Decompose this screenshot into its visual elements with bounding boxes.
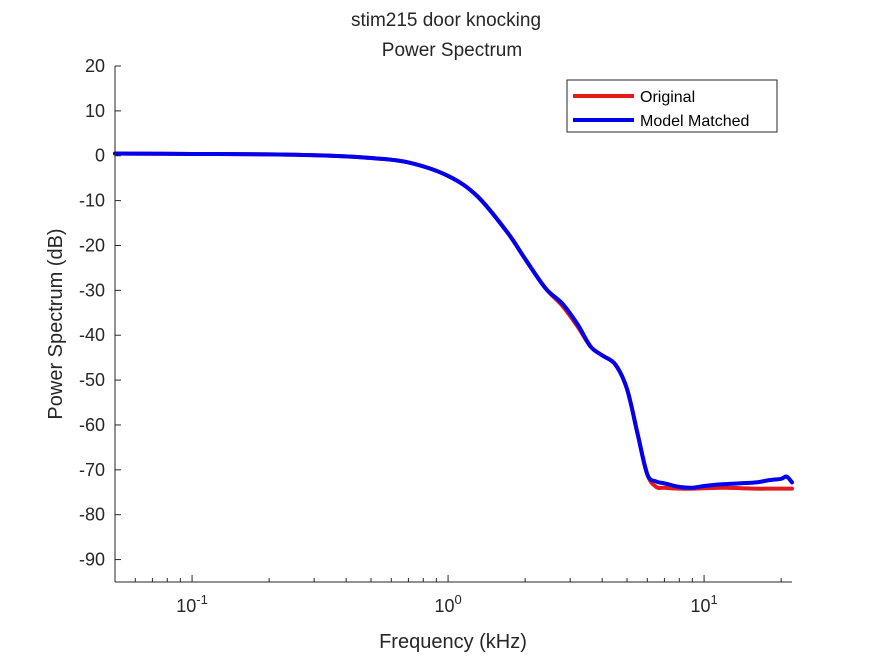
legend-label-model-matched: Model Matched [640, 113, 749, 130]
y-tick-label: -50 [79, 370, 105, 390]
y-tick-label: -30 [79, 280, 105, 300]
series-lines [113, 151, 794, 491]
y-axis-label: Power Spectrum (dB) [45, 228, 67, 419]
y-tick-label: -40 [79, 325, 105, 345]
x-tick-label: 100 [434, 592, 461, 616]
x-tick-label: 101 [690, 592, 717, 616]
y-tick-label: 0 [95, 146, 105, 166]
x-axis-label: Frequency (kHz) [379, 631, 527, 653]
y-tick-label: -80 [79, 505, 105, 525]
legend: Original Model Matched [566, 79, 778, 133]
y-tick-label: -90 [79, 550, 105, 570]
y-tick-label: 10 [85, 101, 105, 121]
y-tick-label: 20 [85, 56, 105, 76]
x-tick-label: 10-1 [176, 592, 208, 616]
plot-area [115, 66, 792, 582]
y-tick-label: -70 [79, 460, 105, 480]
legend-box [566, 79, 778, 133]
y-tick-label: -60 [79, 415, 105, 435]
y-tick-label: -10 [79, 191, 105, 211]
chart-subtitle: Power Spectrum [382, 40, 522, 61]
chart-title: stim215 door knocking [351, 10, 541, 31]
y-axis-ticks: 20 10 0 -10 -20 -30 -40 -50 -60 -70 -80 -90 [79, 56, 121, 570]
y-tick-label: -20 [79, 235, 105, 255]
series-line-model-matched [113, 151, 794, 490]
legend-label-original: Original [640, 89, 695, 106]
x-axis-ticks: 10-1 100 101 [114, 575, 782, 616]
